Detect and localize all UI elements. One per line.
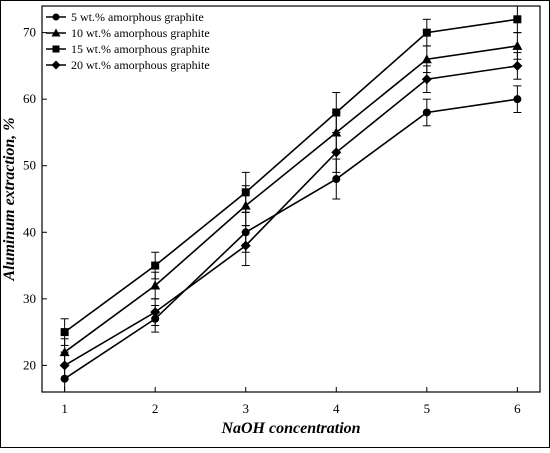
data-point-square: [52, 45, 60, 53]
data-point-diamond: [421, 74, 432, 85]
plot-area: 20 30 40 50 60 70 1 2 3 4 5 6: [23, 5, 541, 416]
legend-label: 20 wt.% amorphous graphite: [71, 58, 210, 72]
data-point-square: [60, 328, 69, 337]
y-tick-label: 20: [23, 357, 36, 372]
x-tick-label: 5: [424, 401, 431, 416]
y-tick-label: 60: [23, 91, 36, 106]
x-axis-title: NaOH concentration: [220, 420, 360, 437]
x-tick-label: 1: [61, 401, 68, 416]
legend: 5 wt.% amorphous graphite 10 wt.% amorpho…: [46, 10, 210, 72]
legend-label: 10 wt.% amorphous graphite: [71, 26, 210, 40]
data-point-diamond: [150, 307, 161, 318]
data-point-square: [422, 28, 431, 37]
legend-label: 5 wt.% amorphous graphite: [71, 10, 204, 24]
x-tick-label: 4: [333, 401, 340, 416]
series-line: [64, 18, 518, 333]
data-point-diamond: [512, 60, 523, 71]
y-tick-label: 70: [23, 25, 36, 40]
plot-frame: [41, 5, 541, 393]
data-point-triangle: [51, 28, 61, 37]
x-tick-label: 6: [514, 401, 521, 416]
series-layer: [59, 5, 523, 393]
y-axis: 20 30 40 50 60 70: [23, 25, 47, 372]
legend-item: 10 wt.% amorphous graphite: [46, 26, 210, 40]
data-point-square: [332, 108, 341, 117]
y-tick-label: 50: [23, 158, 36, 173]
y-tick-label: 30: [23, 291, 36, 306]
y-tick-label: 40: [23, 224, 36, 239]
data-point-circle: [422, 108, 431, 117]
data-point-circle: [332, 175, 341, 184]
y-axis-title: Aluminum extraction, %: [1, 117, 18, 281]
data-point-circle: [513, 95, 522, 104]
series-line: [64, 65, 518, 367]
data-point-diamond: [51, 60, 61, 70]
data-point-triangle: [512, 40, 523, 50]
data-point-square: [513, 15, 522, 24]
legend-item: 5 wt.% amorphous graphite: [46, 10, 204, 24]
data-point-square: [151, 261, 160, 270]
legend-label: 15 wt.% amorphous graphite: [71, 42, 210, 56]
legend-item: 20 wt.% amorphous graphite: [46, 58, 210, 72]
series-line: [64, 45, 518, 353]
x-tick-label: 3: [242, 401, 249, 416]
series-3: [60, 5, 522, 346]
legend-item: 15 wt.% amorphous graphite: [46, 42, 210, 56]
data-point-circle: [52, 13, 60, 21]
data-point-triangle: [421, 54, 432, 64]
series-4: [59, 52, 523, 380]
x-tick-label: 2: [152, 401, 159, 416]
series-line: [64, 98, 518, 380]
data-point-diamond: [240, 240, 251, 251]
data-point-diamond: [59, 360, 70, 371]
data-point-diamond: [331, 147, 342, 158]
data-point-triangle: [150, 280, 161, 290]
data-point-square: [241, 188, 250, 197]
